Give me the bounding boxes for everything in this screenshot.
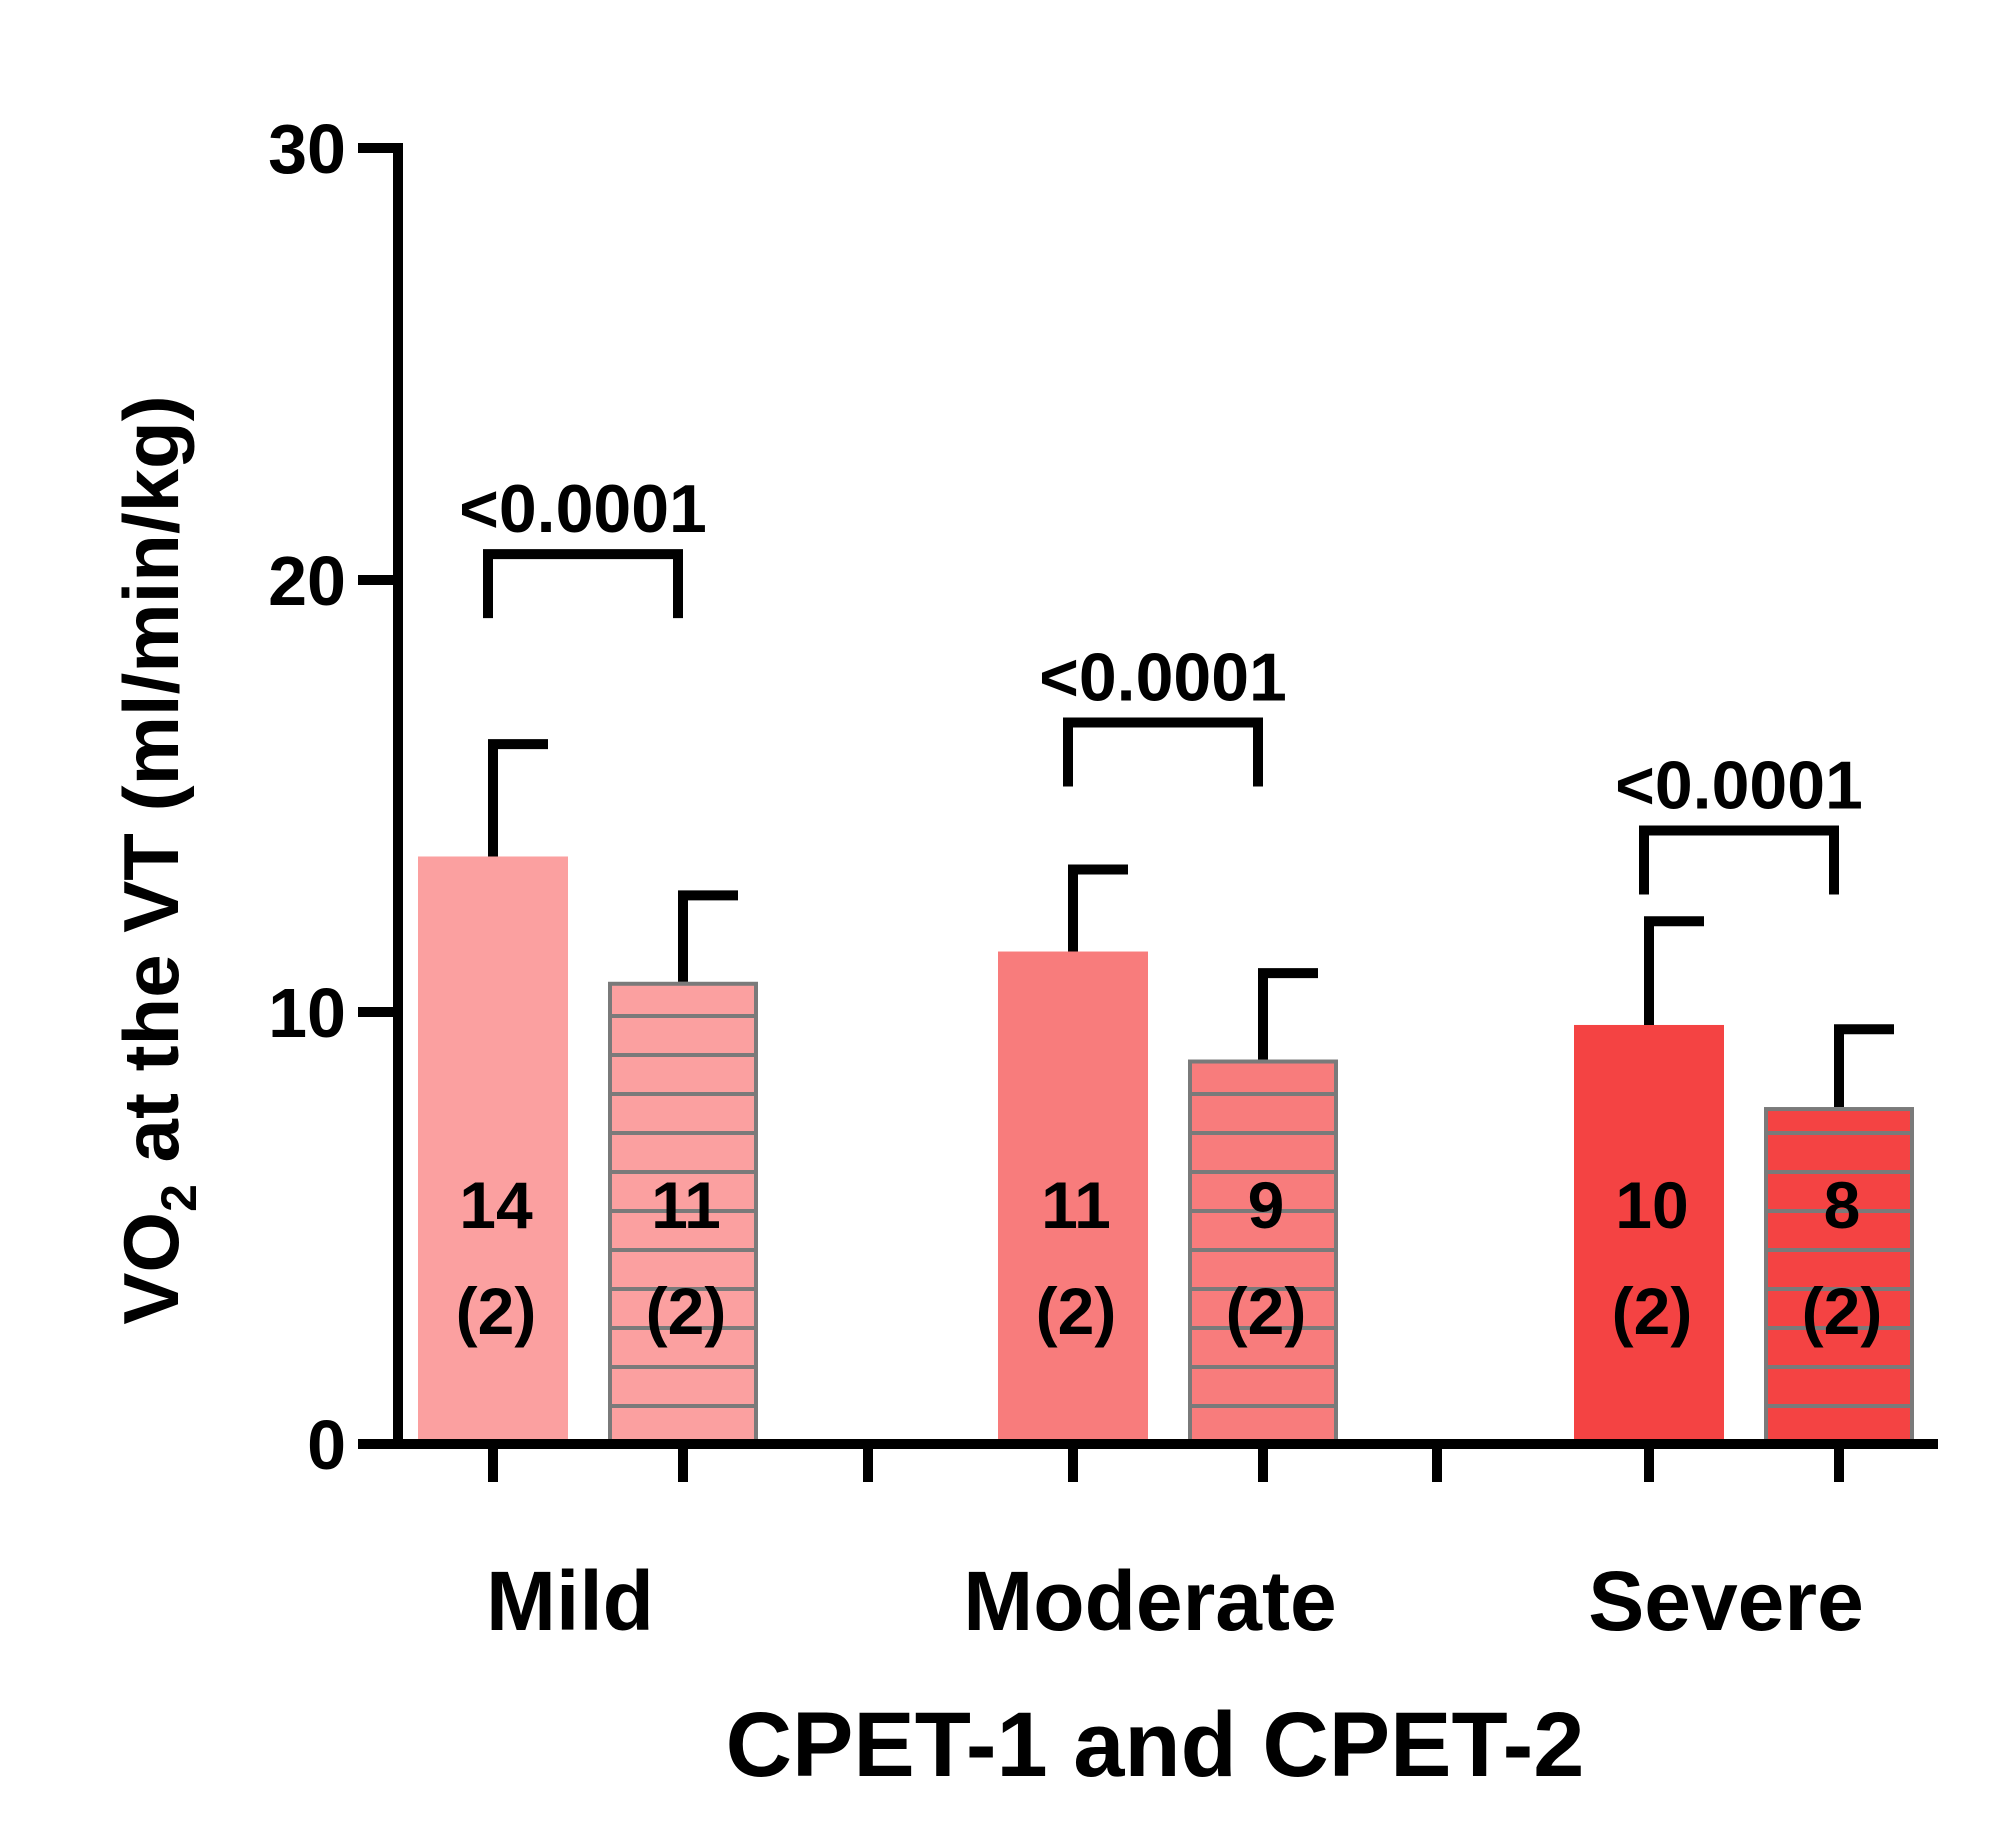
bar-moderate-cpet-2 xyxy=(1188,1059,1338,1447)
bar-value-label: 9 xyxy=(1248,1168,1285,1242)
significance-bracket: <0.0001 xyxy=(459,471,707,619)
significance-bracket-line xyxy=(483,549,683,619)
bar-moderate-cpet-1 xyxy=(998,951,1148,1444)
x-axis-label: CPET-1 and CPET-2 xyxy=(726,1694,1585,1796)
y-axis-label-subscript: 2 xyxy=(151,1184,207,1212)
bar-value-label: 14 xyxy=(459,1168,533,1242)
significance-bracket-line xyxy=(1063,717,1263,787)
y-tick-label: 30 xyxy=(268,110,346,188)
bar-value-label: 10 xyxy=(1615,1168,1688,1242)
significance-p-value: <0.0001 xyxy=(1615,748,1863,824)
bar-sd-label: (2) xyxy=(1802,1274,1883,1348)
bar-sd-label: (2) xyxy=(1226,1274,1307,1348)
significance-p-value: <0.0001 xyxy=(1039,640,1287,716)
y-axis-label-rest: at the VT (ml/min/kg) xyxy=(107,395,195,1184)
bar-sd-label: (2) xyxy=(456,1274,537,1348)
bar-sd-label: (2) xyxy=(1036,1274,1117,1348)
bar-sd-label: (2) xyxy=(1612,1274,1693,1348)
bar-value-label: 8 xyxy=(1824,1168,1861,1242)
bar-severe-cpet-1 xyxy=(1574,1024,1724,1444)
bar-mild-cpet-1 xyxy=(418,856,568,1444)
bar-sd-label: (2) xyxy=(646,1274,727,1348)
significance-bracket: <0.0001 xyxy=(1615,748,1863,895)
significance-bracket: <0.0001 xyxy=(1039,640,1287,787)
y-tick-label: 0 xyxy=(307,1406,346,1484)
bar-severe-cpet-2 xyxy=(1764,1107,1914,1447)
y-tick-label: 10 xyxy=(268,974,346,1052)
significance-p-value: <0.0001 xyxy=(459,471,707,547)
category-label-mild: Mild xyxy=(486,1554,654,1648)
y-axis-label: VO2 at the VT (ml/min/kg) xyxy=(107,395,207,1324)
bar-value-label: 11 xyxy=(651,1168,721,1242)
bar-mild-cpet-2 xyxy=(608,981,758,1446)
y-tick-label: 20 xyxy=(268,542,346,620)
category-label-moderate: Moderate xyxy=(963,1554,1336,1648)
bar-value-label: 11 xyxy=(1041,1168,1111,1242)
significance-bracket-line xyxy=(1639,825,1839,895)
y-axis-label-main: VO xyxy=(107,1212,195,1325)
category-label-severe: Severe xyxy=(1588,1554,1864,1648)
